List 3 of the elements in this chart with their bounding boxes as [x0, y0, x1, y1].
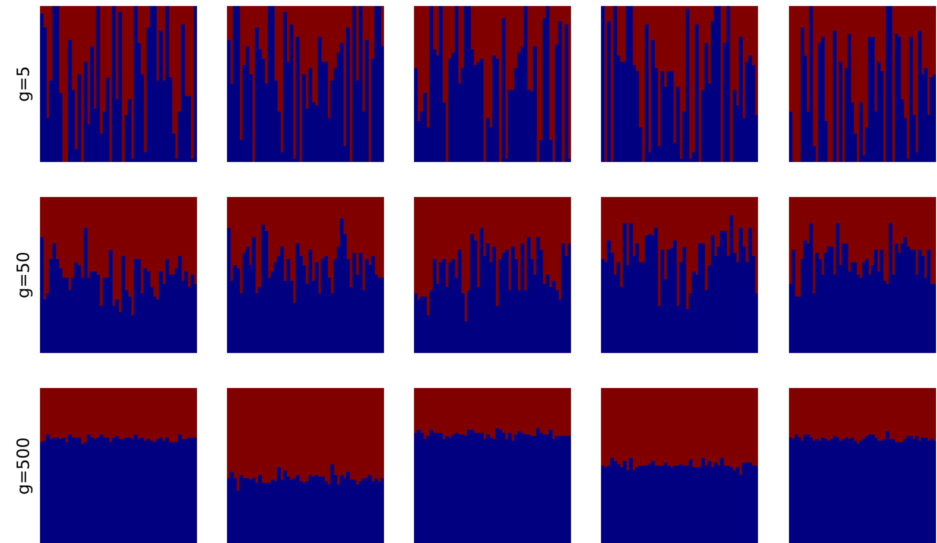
y-axis-title: g=500 — [14, 437, 34, 495]
y-axis-title: g=5 — [14, 66, 34, 102]
y-axis-title: g=50 — [14, 252, 34, 298]
